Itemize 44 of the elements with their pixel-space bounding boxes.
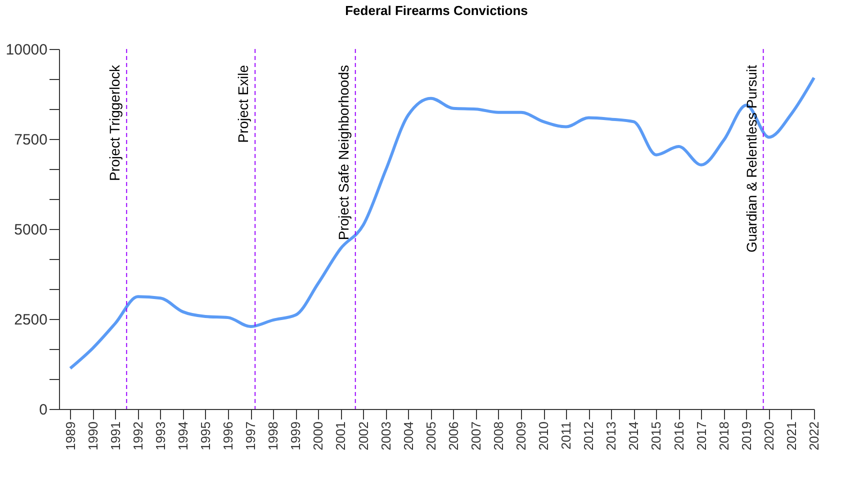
x-tick-label: 2016 — [671, 422, 686, 450]
x-tick-label: 1997 — [243, 422, 258, 450]
y-tick-label: 2500 — [14, 312, 48, 328]
x-tick-label: 2019 — [738, 422, 754, 450]
x-tick-label: 2001 — [333, 422, 348, 450]
x-tick-label: 1998 — [266, 422, 281, 450]
x-tick-label: 2022 — [806, 422, 822, 450]
x-tick-label: 2010 — [536, 422, 552, 450]
x-tick-label: 1995 — [198, 422, 213, 450]
x-tick-label: 2007 — [468, 422, 484, 450]
x-tick-label: 2009 — [514, 422, 529, 450]
x-tick-label: 1989 — [62, 422, 78, 450]
x-tick-label: 2005 — [423, 422, 438, 450]
x-tick-label: 2011 — [558, 422, 574, 450]
x-tick-label: 2004 — [400, 422, 416, 450]
y-tick-label: 5000 — [14, 222, 48, 238]
x-tick-label: 2000 — [310, 422, 326, 450]
x-tick-label: 2014 — [626, 422, 642, 450]
x-tick-label: 2003 — [378, 422, 394, 450]
x-tick-label: 2018 — [716, 422, 732, 450]
x-tick-label: 2017 — [694, 422, 709, 450]
x-tick-label: 1999 — [288, 422, 304, 450]
chart-title: Federal Firearms Convictions — [345, 3, 528, 18]
x-tick-label: 1990 — [85, 422, 100, 450]
ref-line-label: Project Triggerlock — [106, 64, 123, 181]
ref-line-label: Guardian & Relentless Pursuit — [743, 64, 760, 253]
x-tick-label: 1992 — [130, 422, 146, 450]
x-tick-label: 2013 — [604, 422, 619, 450]
ref-line-label: Project Exile — [235, 64, 252, 143]
x-tick-label: 1994 — [175, 422, 190, 450]
y-tick-label: 10000 — [6, 42, 48, 58]
x-tick-label: 2008 — [490, 422, 506, 450]
x-tick-label: 2012 — [581, 422, 596, 450]
x-tick-label: 2021 — [784, 422, 799, 450]
x-tick-label: 2020 — [761, 422, 776, 450]
x-tick-label: 2002 — [356, 422, 371, 450]
x-tick-label: 1993 — [152, 422, 168, 450]
x-tick-label: 1996 — [220, 422, 236, 450]
x-tick-label: 2015 — [648, 422, 664, 450]
y-tick-label: 0 — [39, 402, 48, 418]
x-tick-label: 1991 — [108, 422, 123, 450]
x-tick-label: 2006 — [446, 422, 461, 450]
ref-line-label: Project Safe Neighborhoods — [335, 65, 352, 240]
y-tick-label: 7500 — [14, 132, 48, 148]
